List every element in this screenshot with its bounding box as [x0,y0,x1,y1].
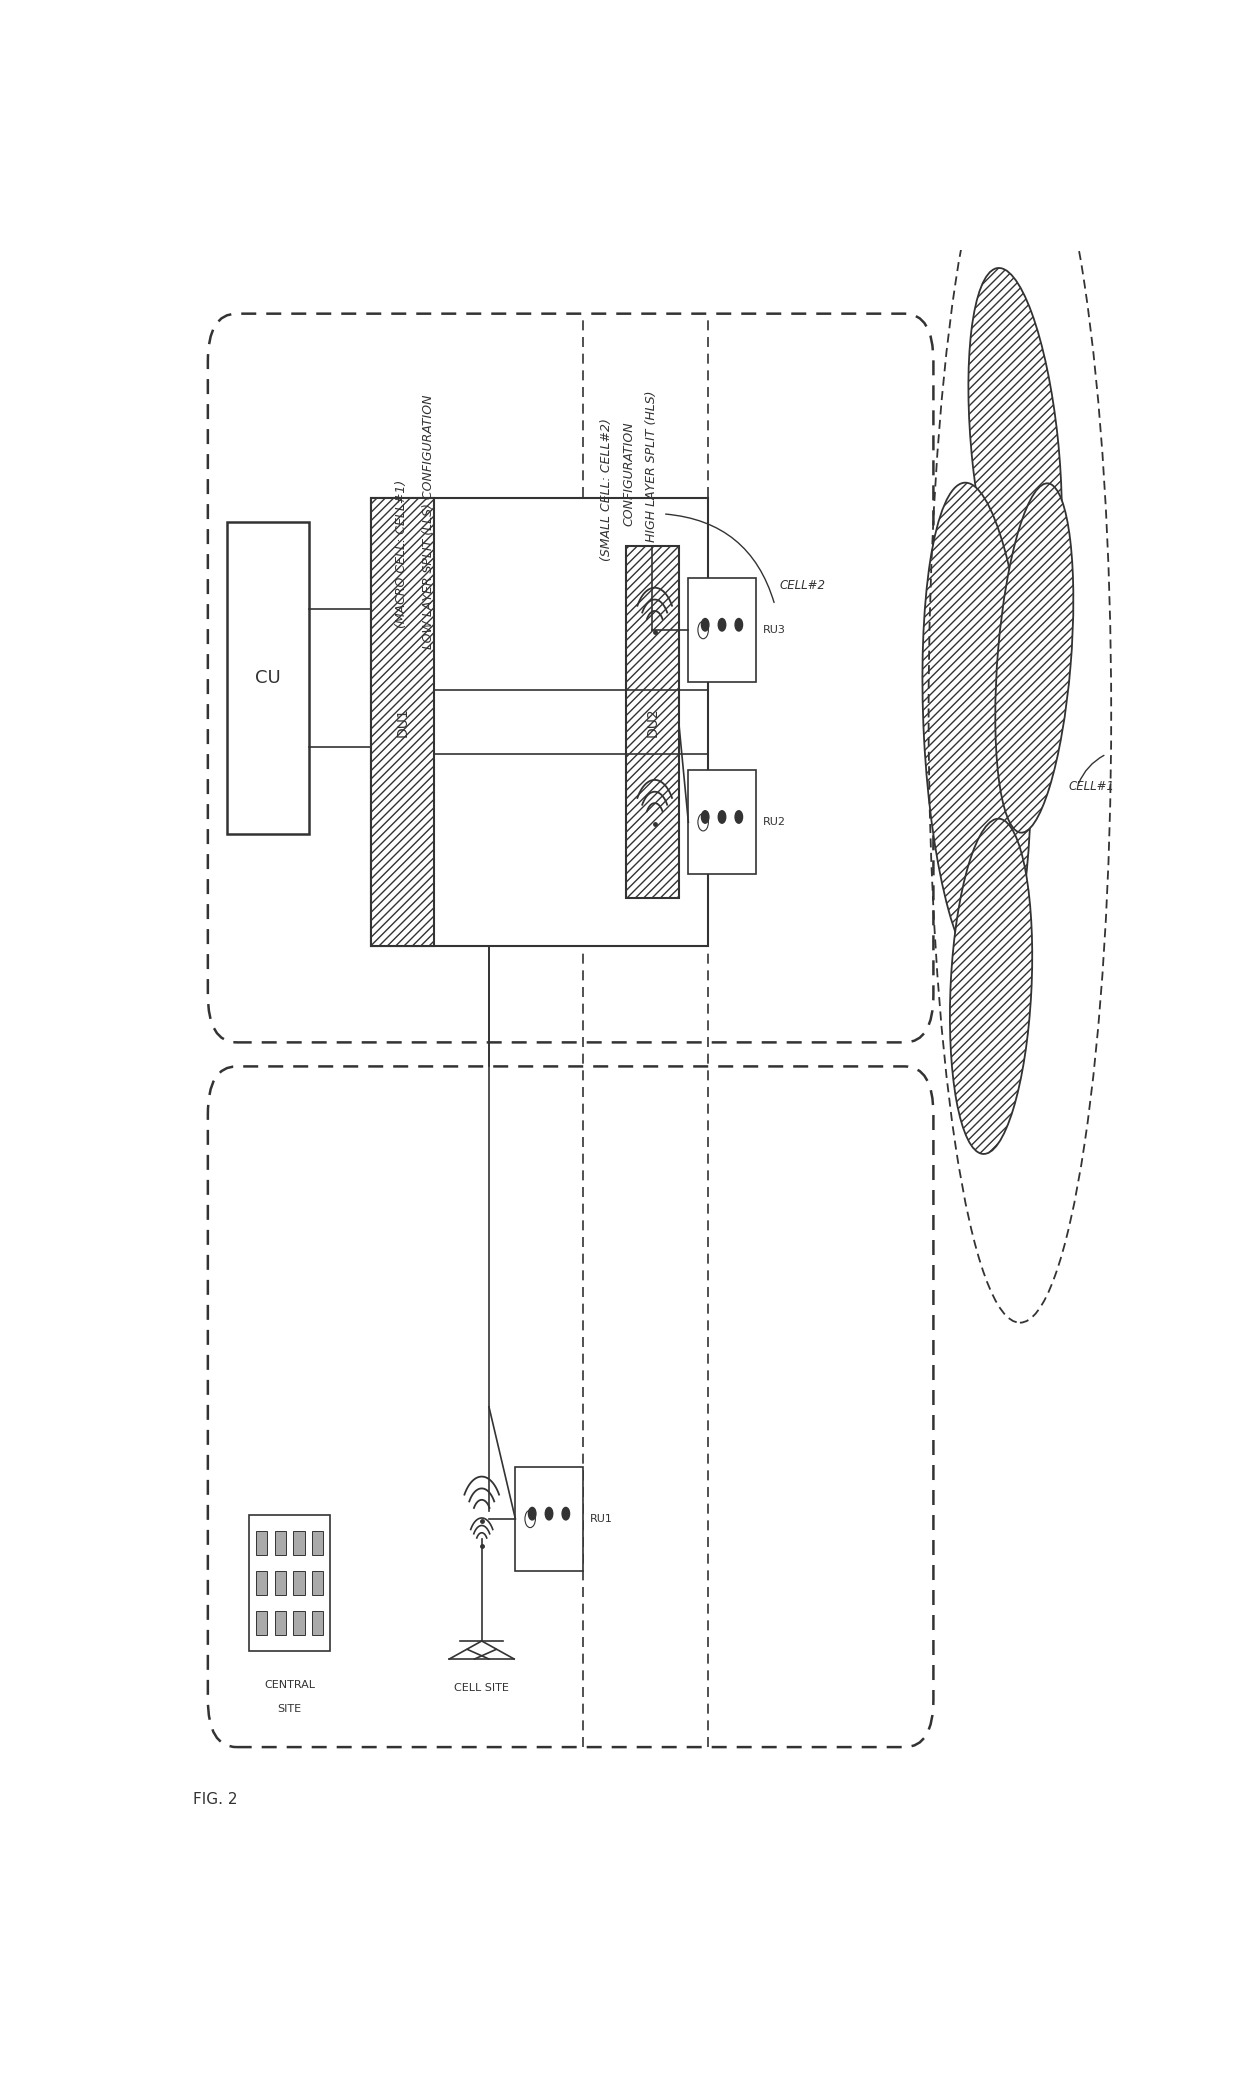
Bar [688,770,755,874]
Ellipse shape [923,483,1030,978]
Text: LOW LAYER SPLIT (LLS) CONFIGURATION: LOW LAYER SPLIT (LLS) CONFIGURATION [423,395,435,649]
Text: CELL#2: CELL#2 [780,580,826,593]
Text: RU1: RU1 [590,1514,614,1525]
Bar [371,497,434,946]
Bar [311,1570,324,1595]
Text: HIGH LAYER SPLIT (HLS): HIGH LAYER SPLIT (HLS) [645,391,658,541]
Bar [626,545,678,899]
Bar [227,522,309,834]
Circle shape [718,811,725,824]
Text: RU2: RU2 [764,817,786,828]
Bar [274,1570,286,1595]
Bar [516,1466,583,1570]
Circle shape [702,811,709,824]
Ellipse shape [996,483,1074,832]
Text: CENTRAL: CENTRAL [264,1681,315,1689]
Bar [255,1610,268,1635]
Bar [688,578,755,682]
Bar [255,1531,268,1556]
Bar [293,1531,305,1556]
Bar [293,1610,305,1635]
Circle shape [735,618,743,630]
Bar [274,1610,286,1635]
Ellipse shape [950,820,1032,1154]
Text: CONFIGURATION: CONFIGURATION [622,422,635,526]
Text: (MACRO CELL: CELL#1): (MACRO CELL: CELL#1) [396,480,408,628]
Circle shape [702,618,709,630]
Bar [274,1531,286,1556]
Circle shape [735,811,743,824]
Circle shape [546,1508,553,1520]
Text: FIG. 2: FIG. 2 [193,1793,238,1808]
Text: CU: CU [255,670,280,686]
Bar [311,1531,324,1556]
Text: CELL SITE: CELL SITE [454,1683,510,1693]
Bar [293,1570,305,1595]
Bar [311,1610,324,1635]
Bar [249,1514,330,1652]
Circle shape [718,618,725,630]
Text: SITE: SITE [278,1704,301,1714]
Ellipse shape [968,268,1061,632]
Circle shape [528,1508,536,1520]
Bar [371,497,708,946]
Text: (SMALL CELL: CELL#2): (SMALL CELL: CELL#2) [600,418,613,562]
Text: DU1: DU1 [396,707,409,736]
Circle shape [562,1508,569,1520]
Bar [255,1570,268,1595]
Text: DU2: DU2 [645,707,660,736]
Text: CELL#1: CELL#1 [1069,780,1115,792]
Text: RU3: RU3 [764,624,786,634]
